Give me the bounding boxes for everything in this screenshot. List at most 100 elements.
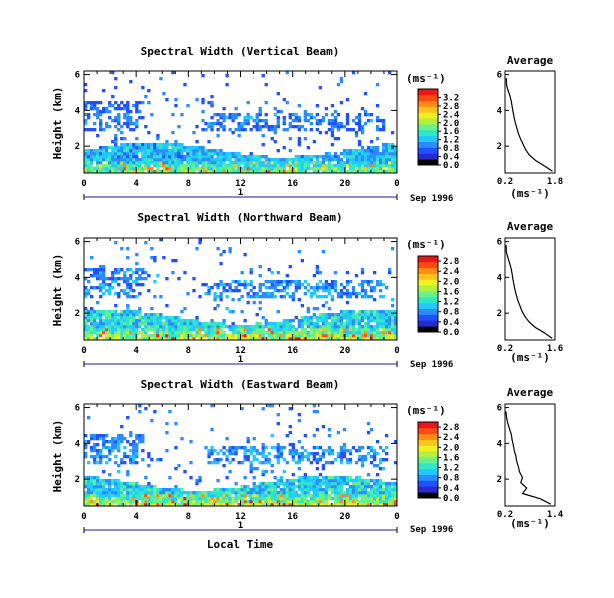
heat-cell [186,319,190,323]
heat-cell [345,322,350,326]
heat-cell [321,452,326,456]
heat-cell [96,301,100,305]
heat-cell [273,128,277,132]
heat-cell [384,146,389,150]
x-tick-label: 8 [186,346,191,356]
heat-cell [141,449,145,453]
heat-cell [279,170,283,174]
heat-cell [126,101,130,105]
heat-cell [105,107,109,111]
heat-cell [345,280,350,284]
heat-cell [174,319,178,323]
heat-cell [180,331,184,335]
heat-cell [234,494,238,498]
heat-cell [138,410,142,414]
heat-cell [174,143,178,147]
heat-cell [375,331,380,335]
heat-cell [90,167,94,171]
heat-cell [150,491,154,495]
heat-cell [258,337,262,341]
heat-cell [192,152,196,156]
heat-cell [264,286,268,290]
heat-cell [354,503,359,507]
colorbar-swatch [418,141,438,148]
heat-cell [96,437,100,441]
heat-cell [342,446,347,450]
heat-cell [276,161,280,165]
heat-cell [156,137,160,141]
heat-cell [204,167,208,171]
heat-cell [249,170,253,174]
heat-cell [291,161,295,165]
heat-cell [363,149,368,153]
heat-cell [126,337,130,341]
heat-cell [165,161,169,165]
heat-cell [99,101,103,105]
heat-cell [93,152,97,156]
heat-cell [333,167,338,171]
colorbar-tick-label: 2.8 [443,423,459,433]
heat-cell [126,143,130,147]
heat-cell [93,331,97,335]
heat-cell [240,271,244,275]
heat-cell [162,503,166,507]
heat-cell [108,316,112,320]
heat-cell [138,143,142,147]
heat-cell [282,164,286,168]
heat-cell [282,503,286,507]
heat-cell [288,500,292,504]
heat-cell [186,164,190,168]
heat-cell [93,461,97,465]
heat-cell [345,449,350,453]
heat-cell [315,428,320,432]
heat-cell [369,461,374,465]
heat-cell [117,113,121,117]
heat-cell [99,497,103,501]
heat-cell [165,449,169,453]
heat-cell [345,488,350,492]
heat-cell [261,74,265,78]
heat-cell [288,122,292,126]
heat-cell [141,319,145,323]
heat-cell [327,283,332,287]
heat-cell [96,152,100,156]
heat-cell [147,494,151,498]
heat-cell [243,494,247,498]
heat-cell [216,461,220,465]
heat-cell [129,274,133,278]
heat-cell [123,446,127,450]
heat-cell [243,167,247,171]
heatmap-cells [84,238,398,341]
heat-cell [198,325,202,329]
heat-cell [162,155,166,159]
heat-cell [102,164,106,168]
heat-cell [165,494,169,498]
heat-cell [378,152,383,156]
heat-cell [333,116,338,120]
heat-cell [99,461,103,465]
heat-cell [228,161,232,165]
colorbar-swatch [418,480,438,487]
heat-cell [315,458,320,462]
heat-cell [291,125,295,129]
heat-cell [285,479,289,483]
heat-cell [354,485,359,489]
heat-cell [135,101,139,105]
heat-cell [255,295,259,299]
heat-cell [132,295,136,299]
heat-cell [252,170,256,174]
heat-cell [342,161,347,165]
x-tick-label: 0 [394,346,399,356]
heat-cell [351,292,356,296]
heat-cell [129,319,133,323]
average-x-tick-label: 1.4 [547,510,564,520]
heat-cell [342,313,347,317]
heat-cell [219,325,223,329]
heat-cell [345,170,350,174]
heat-cell [267,491,271,495]
heat-cell [318,455,323,459]
heat-cell [99,119,103,123]
heat-cell [111,274,115,278]
heat-cell [339,152,344,156]
heat-cell [171,488,175,492]
